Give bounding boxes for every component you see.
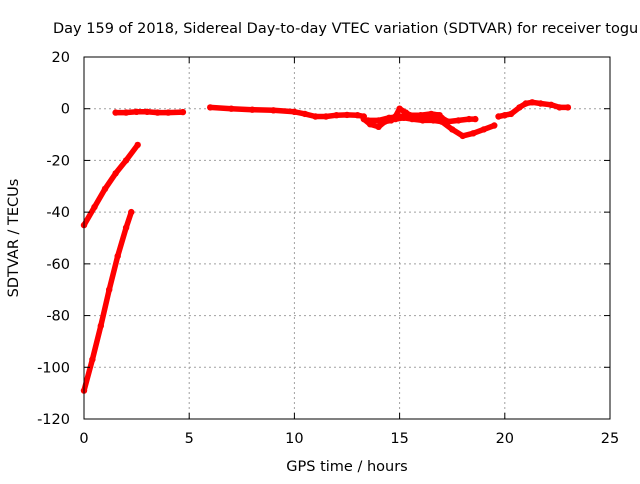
x-tick-label: 5 [185,431,194,447]
data-point [112,170,119,177]
data-point [133,108,140,116]
data-point [301,110,309,118]
x-tick-label: 0 [79,431,88,447]
data-point [491,122,498,129]
data-point [114,252,121,260]
data-layer [80,99,572,394]
data-point [465,115,473,123]
data-point [400,114,407,122]
data-point [207,104,214,111]
data-point [417,112,424,119]
y-tick-label: 0 [61,102,70,118]
y-tick-label: -40 [46,205,70,221]
data-point [249,106,256,113]
data-point [385,114,393,122]
y-tick-label: -60 [46,257,70,273]
data-point [322,113,330,120]
data-point [556,104,563,111]
data-point [343,111,351,119]
data-series-segment [81,142,141,228]
data-point [179,108,187,116]
data-point [529,99,536,106]
data-point [375,123,382,130]
data-point [438,118,445,125]
x-tick-label: 15 [390,431,408,447]
data-point [537,100,544,107]
y-tick-label: -80 [46,309,70,325]
data-point [128,208,135,216]
data-point [516,104,523,111]
y-tick-label: -100 [37,360,70,376]
x-tick-label: 25 [601,431,619,447]
data-point [154,109,161,116]
data-point [333,112,340,119]
data-point [291,108,298,116]
data-point [501,112,508,119]
x-tick-label: 10 [285,431,303,447]
x-axis-label: GPS time / hours [286,459,407,475]
data-point [430,117,437,124]
data-point [165,109,172,116]
data-point [409,115,416,123]
data-point [455,117,462,124]
data-point [143,108,151,116]
data-point [449,126,456,133]
y-axis-label: SDTVAR / TECUs [6,179,22,298]
chart-title: Day 159 of 2018, Sidereal Day-to-day VTE… [53,21,638,37]
data-point [101,185,109,193]
data-point [91,203,98,211]
data-point [134,141,141,149]
data-point [122,157,130,164]
data-point [122,109,130,116]
data-point [228,105,235,112]
data-point [522,100,529,107]
data-point [436,112,443,119]
data-point [89,356,96,363]
data-point [106,286,113,293]
y-tick-label: -120 [37,412,70,428]
data-series-segment [495,99,571,120]
x-tick-label: 20 [496,431,514,447]
data-point [375,117,382,124]
data-point [495,113,502,120]
y-tick-label: 20 [52,50,70,66]
data-point [459,132,466,140]
data-point [480,126,487,133]
data-point [396,105,403,112]
data-point [392,115,399,123]
data-point [354,112,361,119]
data-point [364,117,372,124]
data-point [419,117,426,124]
data-point [507,110,515,118]
data-point [312,113,319,120]
data-point [428,110,435,118]
plot-frame [83,56,611,420]
data-point [564,104,572,111]
data-point [547,101,555,109]
data-point [472,115,479,123]
ticks: 0 5 10 15 20 25 -120 -100 -80 -60 -40 -20 0 20 [37,50,619,447]
data-point [270,107,277,114]
data-point [122,224,130,231]
data-point [470,130,477,137]
y-tick-label: -20 [46,153,70,169]
data-point [112,109,119,116]
data-point [97,322,105,330]
